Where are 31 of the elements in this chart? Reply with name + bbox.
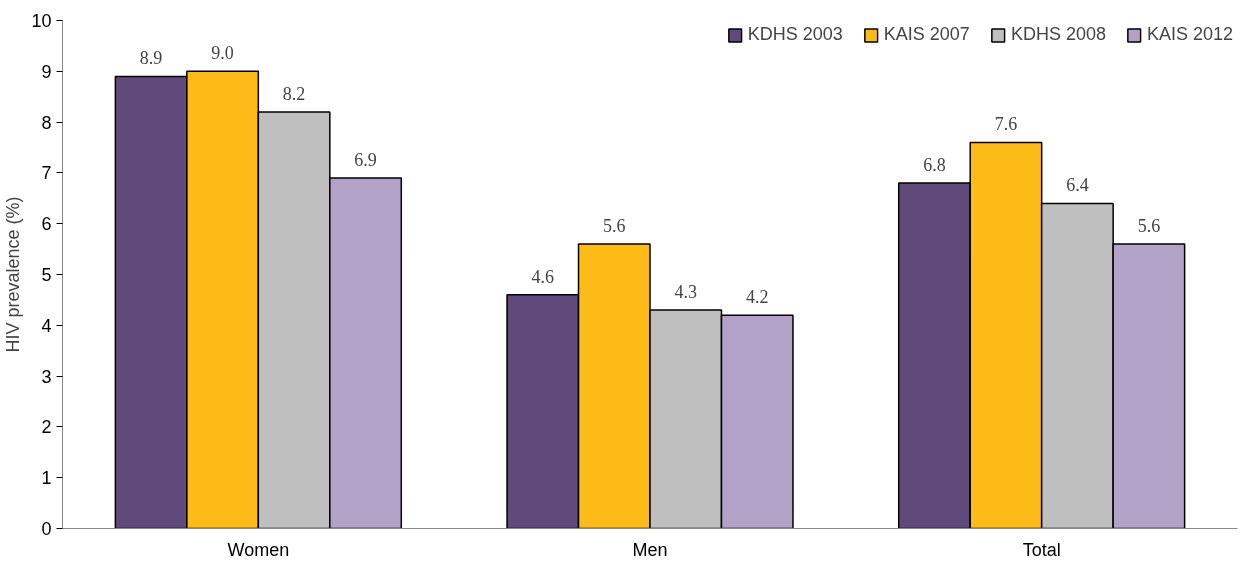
y-tick-label: 10 — [31, 11, 52, 31]
y-tick-label: 3 — [41, 366, 52, 387]
data-label: 5.6 — [1137, 216, 1161, 237]
legend-label: KAIS 2012 — [1146, 24, 1233, 45]
data-label: 8.2 — [282, 83, 306, 104]
legend-label: KAIS 2007 — [883, 24, 970, 45]
data-label: 6.9 — [354, 149, 377, 170]
y-tick-label: 6 — [41, 214, 52, 235]
y-axis-title: HIV prevalence (%) — [3, 196, 24, 353]
data-label: 4.2 — [745, 287, 769, 308]
y-tick-label: 8 — [41, 112, 52, 133]
y-tick-label: 7 — [41, 163, 52, 184]
x-tick-label: Women — [227, 539, 290, 560]
y-tick-label: 0 — [41, 519, 52, 539]
data-label: 4.3 — [674, 282, 697, 303]
x-tick-label: Men — [632, 539, 668, 560]
data-label: 6.8 — [923, 155, 946, 176]
y-tick-label: 4 — [41, 315, 52, 336]
y-tick-label: 9 — [41, 61, 52, 82]
y-tick-label: 1 — [41, 468, 52, 489]
data-label: 4.6 — [531, 266, 555, 287]
data-label: 7.6 — [994, 114, 1018, 135]
legend-label: KDHS 2008 — [1010, 24, 1106, 45]
data-label: 6.4 — [1066, 175, 1089, 196]
y-tick-label: 5 — [41, 265, 52, 285]
data-label: 9.0 — [211, 43, 234, 64]
data-label: 8.9 — [139, 48, 163, 69]
legend-label: KDHS 2003 — [747, 24, 843, 45]
x-tick-label: Total — [1022, 539, 1061, 560]
y-tick-label: 2 — [41, 417, 52, 438]
data-label: 5.6 — [603, 216, 626, 237]
